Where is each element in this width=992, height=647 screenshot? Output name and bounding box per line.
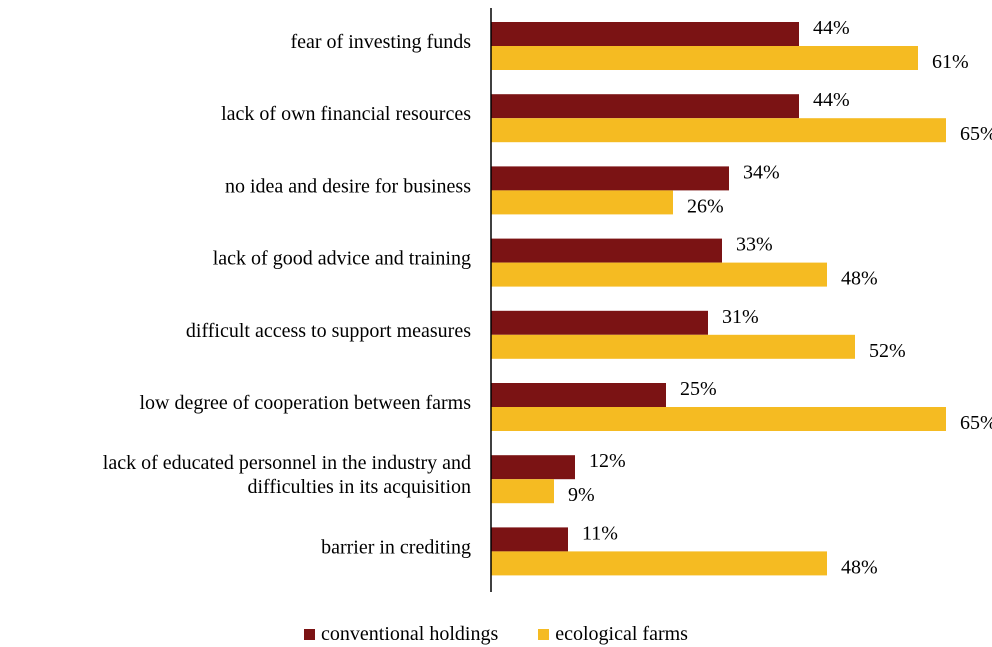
legend: conventional holdings ecological farms [0,621,992,647]
value-label-ecological-farms-1: 65% [960,123,992,145]
value-label-ecological-farms-4: 52% [869,340,906,362]
legend-item-ecological-farms: ecological farms [538,623,688,646]
value-label-ecological-farms-3: 48% [841,268,878,290]
bar-conventional-holdings-5 [491,383,666,407]
category-label-5: low degree of cooperation between farms [139,392,471,414]
value-label-ecological-farms-0: 61% [932,51,969,73]
category-labels-group: fear of investing funds lack of own finan… [103,31,471,558]
value-label-ecological-farms-5: 65% [960,412,992,434]
bars-group [491,22,946,576]
value-label-conventional-holdings-4: 31% [722,306,759,328]
category-label-6-line-0: lack of educated personnel in the indust… [103,452,471,474]
value-label-conventional-holdings-3: 33% [736,234,773,256]
bar-ecological-farms-0 [491,46,918,70]
value-label-ecological-farms-2: 26% [687,195,724,217]
bar-ecological-farms-5 [491,407,946,431]
value-label-ecological-farms-7: 48% [841,556,878,578]
bar-ecological-farms-4 [491,334,855,359]
bar-conventional-holdings-0 [491,22,799,46]
value-label-ecological-farms-6: 9% [568,484,595,506]
bar-conventional-holdings-1 [491,94,799,119]
value-label-conventional-holdings-1: 44% [813,89,850,111]
bar-ecological-farms-2 [491,190,673,215]
bar-ecological-farms-6 [491,479,554,504]
category-label-3: lack of good advice and training [213,248,471,270]
value-label-conventional-holdings-2: 34% [743,161,780,183]
value-label-conventional-holdings-7: 11% [582,522,618,544]
category-label-4: difficult access to support measures [186,320,471,342]
category-label-6-line-1: difficulties in its acquisition [248,476,472,498]
category-label-7: barrier in crediting [321,536,471,558]
category-label-2: no idea and desire for business [225,175,471,197]
bar-conventional-holdings-7 [491,527,568,552]
category-label-0: fear of investing funds [290,31,471,53]
legend-label-ecological-farms: ecological farms [555,622,688,645]
value-label-conventional-holdings-5: 25% [680,378,717,400]
bar-conventional-holdings-3 [491,238,722,263]
legend-swatch-ecological-farms [538,628,550,640]
value-labels-group: 44% 61% 44% 65% 34% 26% 33% 48% 31% 52% 25% 65% 12% 9… [568,17,992,578]
bar-conventional-holdings-6 [491,455,575,480]
bar-conventional-holdings-2 [491,166,729,191]
bar-conventional-holdings-4 [491,310,708,335]
value-label-conventional-holdings-0: 44% [813,17,850,39]
legend-swatch-conventional-holdings [304,628,316,640]
category-label-1: lack of own financial resources [221,103,471,125]
legend-item-conventional-holdings: conventional holdings [304,623,498,646]
bar-ecological-farms-7 [491,551,827,576]
value-label-conventional-holdings-6: 12% [589,450,626,472]
legend-label-conventional-holdings: conventional holdings [321,622,499,645]
bar-ecological-farms-3 [491,262,827,287]
bar-ecological-farms-1 [491,118,946,143]
